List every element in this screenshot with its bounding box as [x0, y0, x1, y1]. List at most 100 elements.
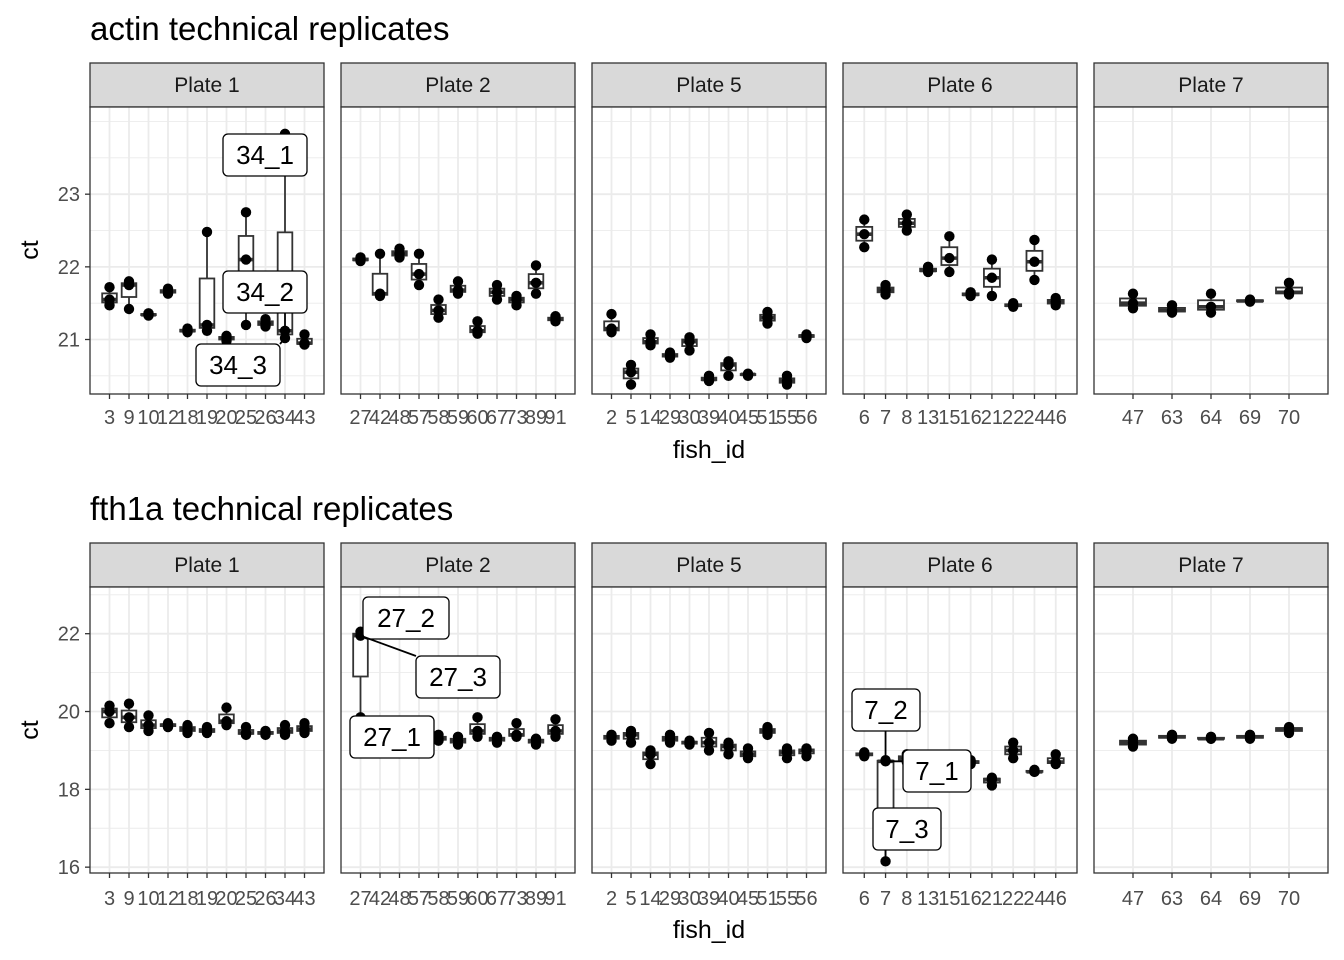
- x-axis-title: fish_id: [673, 436, 745, 464]
- y-tick-label: 16: [58, 857, 80, 879]
- x-tick-label: 56: [795, 407, 817, 429]
- data-point: [511, 717, 522, 729]
- data-point: [1244, 296, 1256, 307]
- data-point: [1050, 749, 1061, 760]
- x-tick-label: 9: [123, 888, 134, 910]
- x-tick-label: 43: [293, 888, 315, 910]
- data-point: [645, 758, 656, 770]
- y-tick-label: 21: [58, 330, 80, 352]
- data-point: [801, 332, 812, 344]
- x-tick-label: 19: [196, 407, 218, 429]
- x-tick-label: 13: [917, 888, 939, 910]
- data-point: [684, 345, 695, 356]
- x-tick-label: 10: [137, 407, 159, 429]
- label-box: [222, 270, 308, 314]
- x-tick-label: 30: [678, 888, 700, 910]
- facet-strip: [842, 62, 1078, 108]
- data-point: [413, 268, 425, 280]
- data-point: [1283, 289, 1295, 300]
- data-point: [880, 289, 891, 300]
- data-point: [491, 737, 503, 748]
- x-tick-label: 2: [606, 888, 617, 910]
- x-tick-label: 91: [544, 407, 566, 429]
- data-point: [104, 706, 115, 717]
- x-tick-label: 60: [466, 407, 488, 429]
- data-point: [664, 737, 676, 748]
- data-point: [433, 312, 444, 323]
- data-point: [511, 300, 522, 311]
- x-tick-label: 48: [388, 888, 410, 910]
- replicate-label: 34_1: [236, 140, 294, 170]
- data-point: [965, 290, 976, 302]
- x-tick-label: 34: [274, 888, 296, 910]
- x-tick-label: 67: [486, 888, 508, 910]
- data-point: [1007, 753, 1019, 764]
- data-point: [645, 749, 656, 760]
- data-point: [684, 336, 695, 347]
- x-tick-label: 19: [196, 888, 218, 910]
- y-tick-label: 22: [58, 624, 80, 646]
- data-point: [452, 276, 464, 287]
- data-point: [1029, 234, 1040, 246]
- data-point: [1205, 307, 1217, 318]
- data-point: [625, 737, 637, 748]
- x-tick-label: 18: [176, 407, 198, 429]
- x-tick-label: 22: [1002, 407, 1024, 429]
- x-tick-label: 3: [104, 888, 115, 910]
- data-point: [723, 749, 734, 760]
- data-point: [944, 266, 955, 278]
- facet-strip-label: Plate 1: [174, 74, 239, 97]
- data-point: [240, 319, 252, 331]
- data-point: [472, 316, 483, 327]
- x-tick-label: 8: [901, 888, 912, 910]
- x-tick-label: 70: [1278, 888, 1300, 910]
- x-tick-label: 55: [776, 888, 798, 910]
- data-point: [201, 727, 213, 739]
- data-point: [472, 328, 483, 339]
- data-point: [742, 370, 754, 382]
- facet-strip: [89, 62, 325, 108]
- data-point: [433, 305, 444, 316]
- panel-border: [591, 106, 827, 395]
- data-point: [703, 375, 715, 387]
- facet-strip-label: Plate 6: [927, 554, 992, 577]
- x-tick-label: 57: [408, 888, 430, 910]
- x-tick-label: 15: [938, 407, 960, 429]
- x-tick-label: 59: [447, 888, 469, 910]
- x-tick-label: 22: [1002, 888, 1024, 910]
- x-tick-label: 69: [1239, 888, 1261, 910]
- data-point: [1007, 301, 1019, 313]
- data-point: [859, 751, 870, 762]
- data-point: [530, 288, 542, 299]
- replicate-label: 34_3: [209, 350, 267, 380]
- x-tick-label: 6: [859, 888, 870, 910]
- data-point: [530, 739, 542, 750]
- data-point: [703, 727, 715, 739]
- data-point: [201, 226, 213, 238]
- x-tick-label: 34: [274, 407, 296, 429]
- data-point: [1283, 277, 1295, 289]
- x-tick-label: 47: [1122, 407, 1144, 429]
- data-point: [182, 727, 193, 739]
- data-point: [781, 379, 793, 390]
- panel-border: [340, 106, 576, 395]
- facet-strip-label: Plate 7: [1178, 554, 1243, 577]
- facet-strip: [340, 542, 576, 588]
- data-point: [279, 729, 291, 741]
- x-tick-label: 73: [505, 407, 527, 429]
- data-point: [299, 329, 310, 340]
- data-point: [1205, 288, 1217, 299]
- data-point: [491, 294, 503, 305]
- data-point: [104, 717, 115, 729]
- x-tick-label: 51: [756, 888, 778, 910]
- label-box: [415, 655, 501, 699]
- data-point: [1050, 300, 1061, 311]
- label-box: [349, 715, 435, 759]
- data-point: [645, 340, 656, 351]
- x-tick-label: 9: [123, 407, 134, 429]
- x-tick-label: 20: [215, 407, 237, 429]
- data-point: [901, 225, 913, 236]
